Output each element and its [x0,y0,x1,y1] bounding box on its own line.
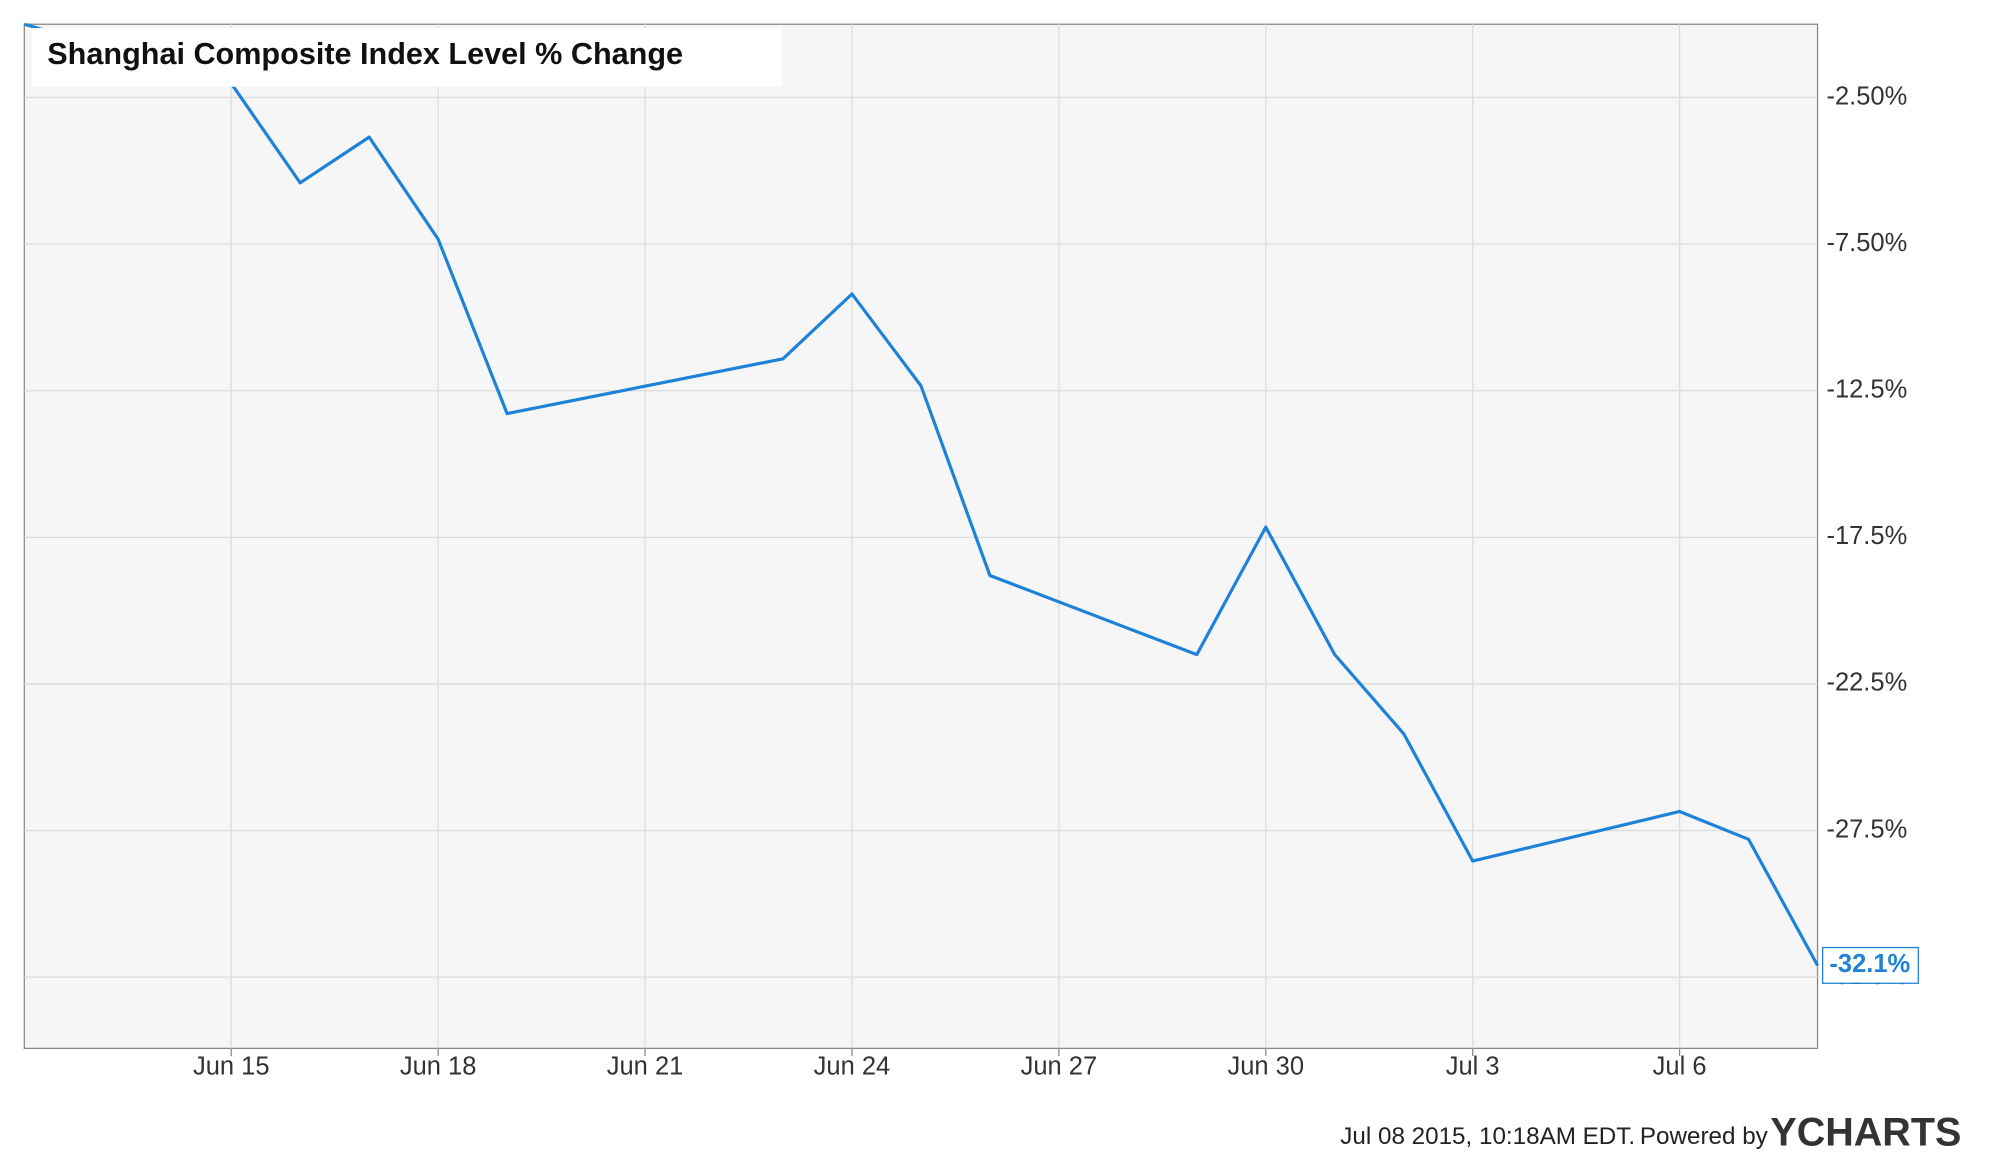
footer-timestamp: Jul 08 2015, 10:18AM EDT. [1340,1123,1635,1150]
x-tick-label: Jul 6 [1653,1052,1707,1080]
end-label: -32.1% [1829,950,1910,978]
x-tick-label: Jun 15 [193,1052,270,1080]
chart-title: Shanghai Composite Index Level % Change [47,37,683,71]
grid [24,24,1818,1057]
x-tick-label: Jun 30 [1227,1052,1304,1080]
y-tick-label: -22.5% [1826,669,1907,697]
marks [23,22,1819,967]
series-line [23,22,1819,967]
x-tick-label: Jun 27 [1021,1052,1098,1080]
footer-powered: Powered by [1640,1123,1769,1150]
x-tick-label: Jun 21 [607,1052,684,1080]
plot-area [23,23,1819,1050]
y-tick-label: -2.50% [1826,82,1907,110]
title-box [31,28,782,87]
brand-logo: YCHARTS [1770,1111,1961,1155]
end-label-box [1822,946,1919,984]
y-tick-label: -27.5% [1826,815,1907,843]
y-tick-label: -7.50% [1826,229,1907,257]
x-tick-label: Jul 3 [1446,1052,1500,1080]
x-tick-label: Jun 18 [400,1052,477,1080]
y-tick-label: -12.5% [1826,375,1907,403]
y-tick-label: -17.5% [1826,522,1907,550]
x-tick-label: Jun 24 [814,1052,891,1080]
